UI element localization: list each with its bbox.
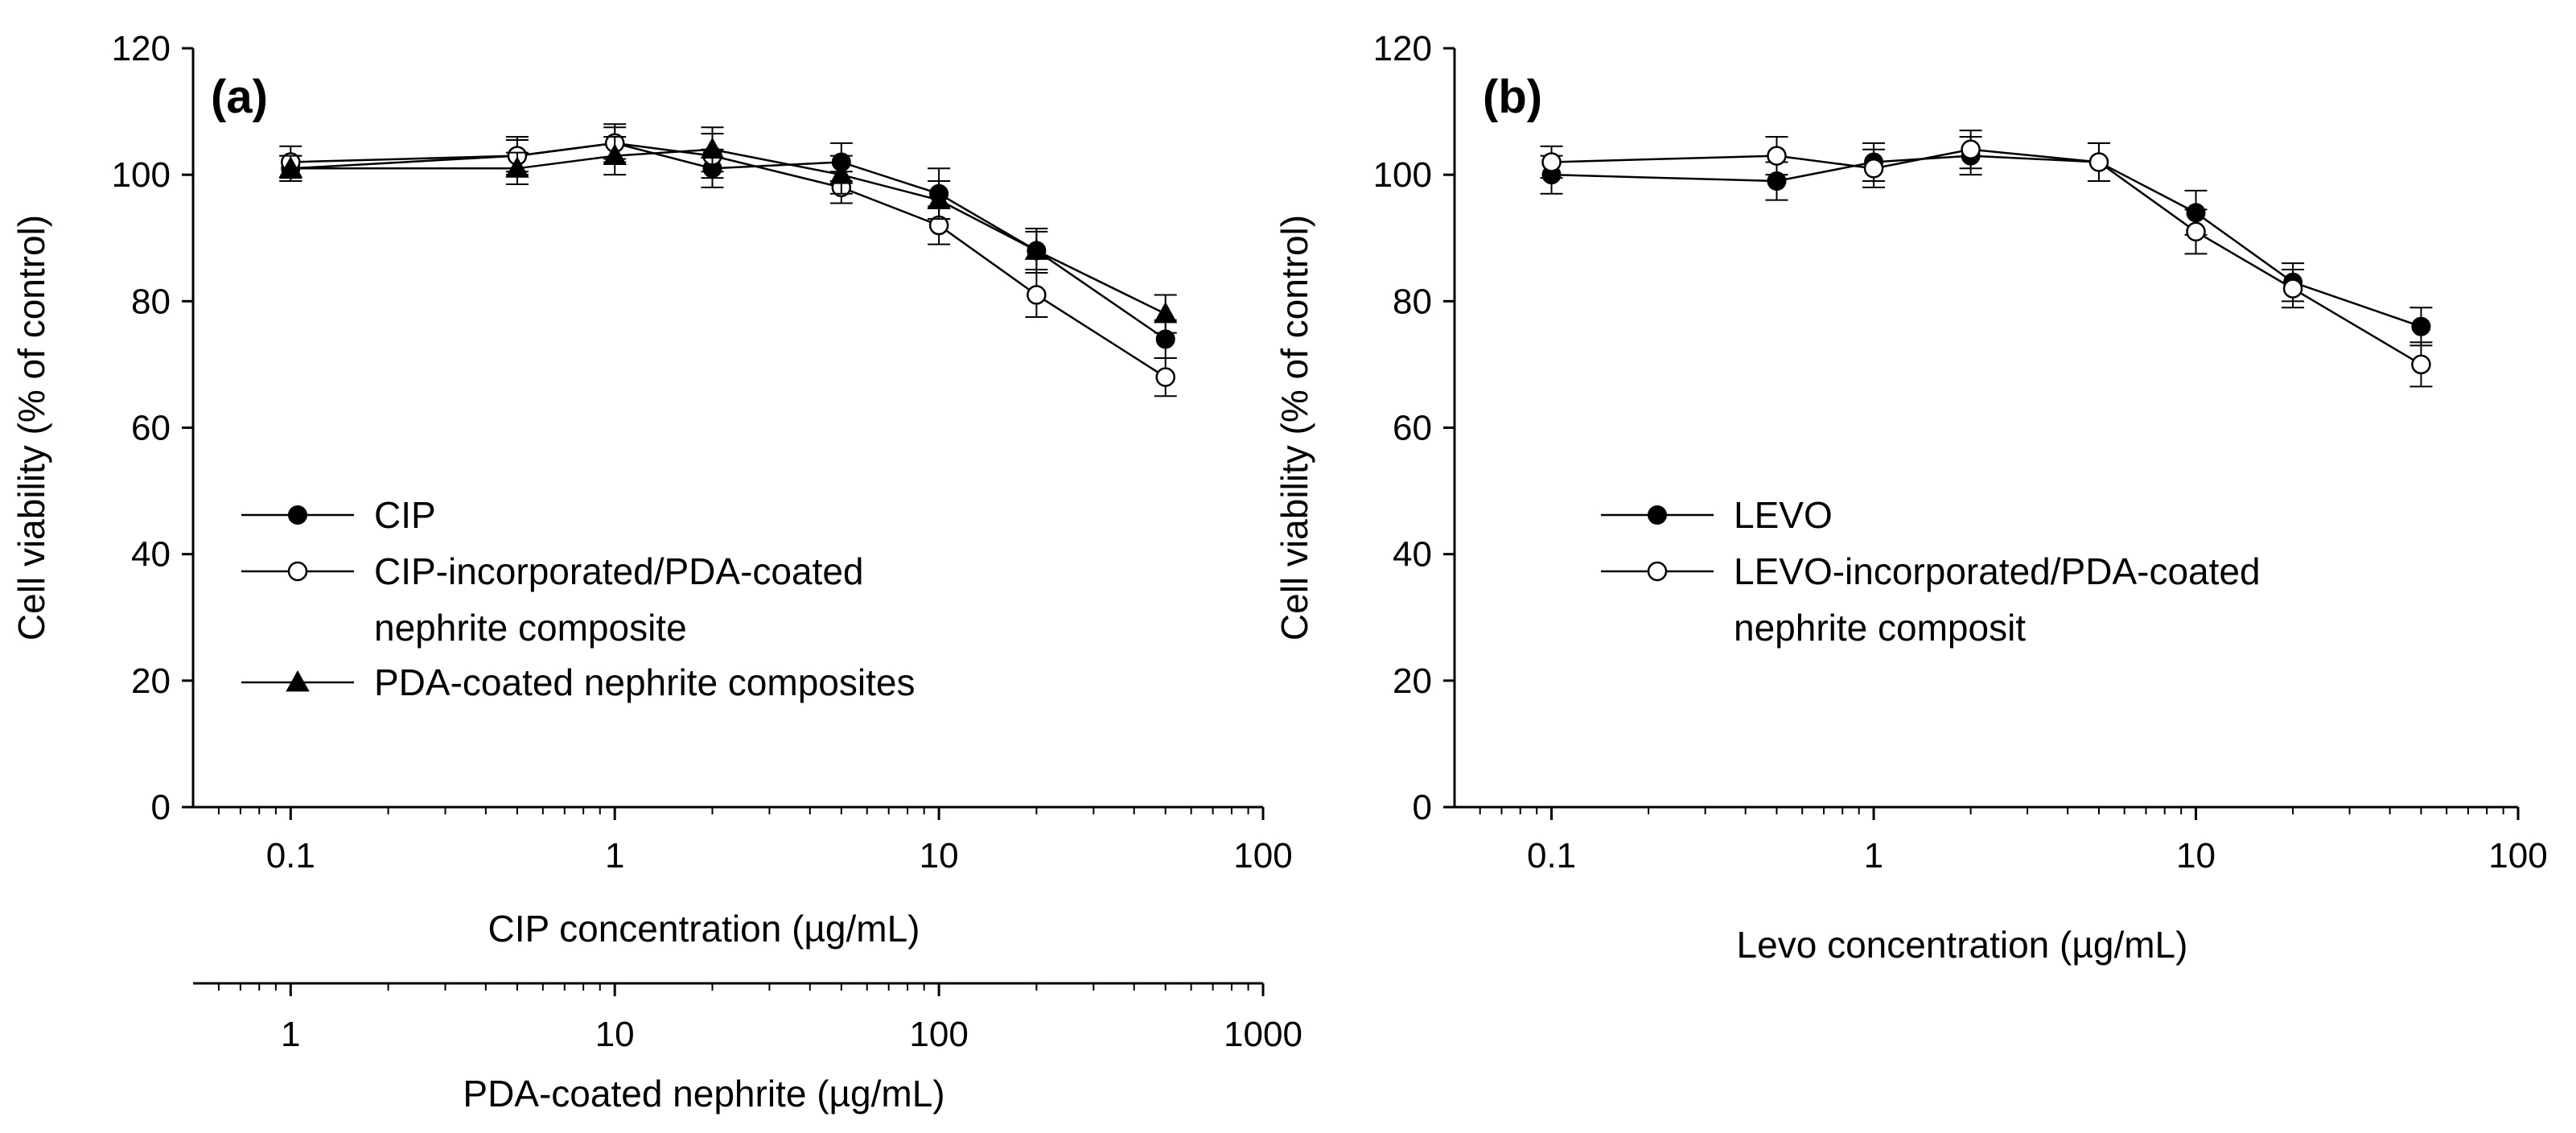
series-1 [279, 123, 1177, 398]
secondary-x-axis-title: PDA-coated nephrite (µg/mL) [463, 1073, 944, 1114]
series-0 [279, 126, 1177, 360]
x-tick-label: 100 [1233, 836, 1292, 876]
y-tick-label: 0 [1413, 788, 1432, 827]
legend: LEVO LEVO-incorporated/PDA-coated nephrite… [1601, 494, 2261, 649]
data-point [927, 187, 951, 209]
data-point [700, 137, 725, 159]
x-tick-label: 1 [605, 836, 624, 876]
series-line [290, 142, 1167, 340]
data-point [1154, 301, 1178, 323]
data-point [1155, 367, 1175, 387]
data-point [2411, 316, 2431, 336]
y-tick-label: 60 [131, 409, 171, 448]
data-point [1863, 159, 1884, 179]
data-point [1767, 146, 1787, 166]
series-line [1551, 154, 2422, 328]
data-point [2088, 152, 2109, 172]
legend-label: LEVO [1734, 494, 1833, 536]
x-axis-title: Levo concentration (µg/mL) [1737, 924, 2188, 966]
legend-label: CIP [374, 494, 436, 536]
y-axis-title: Cell viability (% of control) [10, 215, 52, 641]
x-tick-label: 100 [2488, 836, 2547, 876]
y-tick-label: 100 [1373, 155, 1432, 195]
legend-marker [1648, 505, 1667, 525]
panel-label: (b) [1483, 71, 1542, 123]
panel-label: (a) [211, 71, 268, 123]
y-tick-label: 20 [1393, 661, 1432, 701]
data-point [1024, 238, 1049, 260]
chart-panel-b: 0 20 40 60 80 100 120 0.1 1 10 100 Levo concentrati… [1274, 29, 2548, 966]
series-0 [1540, 136, 2433, 347]
data-point [1541, 152, 1562, 172]
y-tick-label: 40 [131, 535, 171, 575]
x-tick-label: 0.1 [266, 836, 315, 876]
data-point [278, 156, 302, 178]
legend-marker [288, 505, 307, 525]
data-point [505, 156, 529, 178]
legend-label: CIP-incorporated/PDA-coated [374, 550, 864, 592]
y-tick-label: 0 [151, 788, 171, 827]
series-1 [1540, 130, 2433, 388]
legend-marker [287, 561, 308, 582]
x-tick-label: 0.1 [1527, 836, 1576, 876]
legend-label: PDA-coated nephrite composites [374, 661, 915, 703]
y-tick-label: 120 [112, 29, 171, 68]
secondary-x-tick-label: 1000 [1224, 1015, 1302, 1054]
series-line [290, 148, 1167, 315]
series-line [1551, 148, 2422, 365]
chart-panel-a: 0 20 40 60 80 100 120 0.1 1 10 100 CIP concentratio… [10, 29, 1302, 1114]
data-point [603, 143, 627, 165]
legend-label-line2: nephrite composite [374, 607, 687, 649]
secondary-x-tick-label: 10 [595, 1015, 635, 1054]
x-tick-label: 10 [2176, 836, 2216, 876]
y-axis-title: Cell viability (% of control) [1274, 215, 1315, 641]
legend-marker [286, 670, 310, 692]
data-point [2411, 354, 2431, 375]
data-point [2186, 221, 2206, 242]
legend: CIP CIP-incorporated/PDA-coated nephrite c… [241, 494, 915, 703]
y-tick-label: 20 [131, 661, 171, 701]
x-tick-label: 10 [920, 836, 959, 876]
legend-label: LEVO-incorporated/PDA-coated [1734, 550, 2261, 592]
y-tick-label: 100 [112, 155, 171, 195]
data-point [1027, 285, 1047, 305]
legend-marker [1647, 561, 1668, 582]
y-tick-label: 80 [131, 282, 171, 321]
y-tick-label: 120 [1373, 29, 1432, 68]
series-line [290, 142, 1167, 378]
data-point [1961, 139, 1981, 159]
secondary-x-tick-label: 100 [909, 1015, 968, 1054]
x-tick-label: 1 [1864, 836, 1883, 876]
data-point [2282, 278, 2303, 299]
x-axis-title: CIP concentration (µg/mL) [488, 908, 920, 950]
legend-label-line2: nephrite composit [1734, 607, 2026, 649]
y-tick-label: 40 [1393, 535, 1432, 575]
series-2 [278, 126, 1178, 334]
data-point [829, 163, 854, 184]
secondary-x-tick-label: 1 [281, 1015, 300, 1054]
y-tick-label: 80 [1393, 282, 1432, 321]
y-tick-label: 60 [1393, 409, 1432, 448]
